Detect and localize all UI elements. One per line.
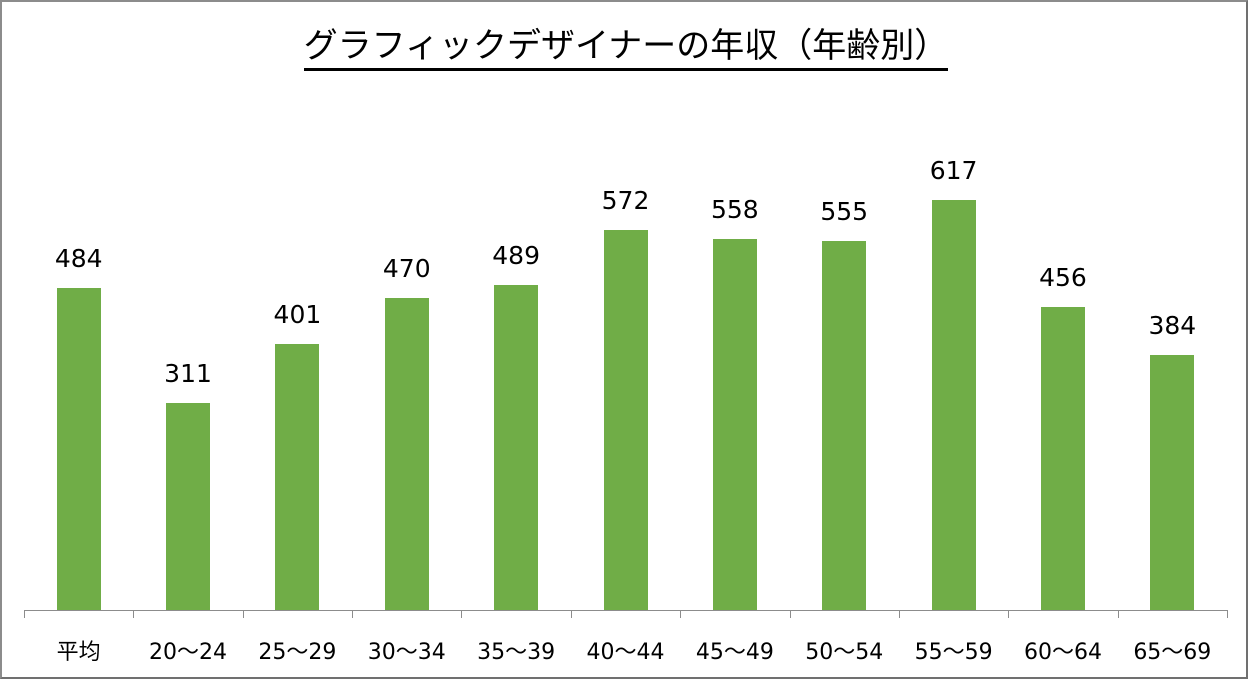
x-axis-tick (461, 610, 463, 618)
x-axis-tick (1227, 610, 1228, 618)
data-label: 311 (164, 359, 212, 389)
x-axis-tick (570, 610, 572, 618)
x-axis-tick (789, 610, 791, 618)
x-axis-tick (680, 610, 682, 618)
category-label: 40〜44 (586, 640, 665, 665)
data-label: 384 (1148, 310, 1197, 340)
bar (603, 229, 648, 610)
x-axis (24, 610, 1227, 611)
category-label: 50〜54 (805, 640, 884, 665)
x-axis-tick (898, 610, 900, 618)
bar (56, 288, 101, 610)
category-label: 20〜24 (149, 640, 228, 665)
data-label: 470 (382, 253, 431, 283)
data-label: 572 (601, 185, 650, 215)
category-label: 25〜29 (258, 640, 337, 665)
x-axis-tick (1008, 610, 1010, 618)
x-axis-tick (133, 610, 135, 618)
x-axis-tick (24, 610, 25, 618)
data-label: 558 (711, 195, 759, 225)
bar (166, 403, 211, 610)
category-label: 60〜64 (1023, 640, 1102, 665)
bar (931, 200, 976, 610)
category-label: 45〜49 (695, 640, 774, 665)
x-axis-tick (242, 610, 244, 618)
x-axis-tick (1117, 610, 1119, 618)
data-label: 555 (820, 197, 869, 227)
category-label: 35〜39 (477, 640, 556, 665)
bar (1150, 354, 1195, 610)
data-label: 456 (1039, 262, 1087, 292)
category-label: 平均 (56, 640, 101, 665)
bar (494, 285, 539, 610)
data-label: 617 (929, 156, 978, 185)
bar (822, 241, 867, 610)
data-label: 489 (492, 241, 540, 271)
category-label: 30〜34 (367, 640, 446, 665)
chart-title: グラフィックデザイナーの年収（年齢別） (0, 18, 1252, 71)
bar (712, 239, 757, 610)
x-axis-tick (352, 610, 354, 618)
chart-title-text: グラフィックデザイナーの年収（年齢別） (303, 26, 949, 71)
category-label: 55〜59 (914, 640, 993, 665)
data-label: 484 (54, 244, 103, 274)
bar (384, 297, 429, 610)
bar (1040, 306, 1085, 610)
bar (275, 343, 320, 610)
category-label: 65〜69 (1133, 640, 1212, 665)
data-label: 401 (273, 299, 322, 329)
